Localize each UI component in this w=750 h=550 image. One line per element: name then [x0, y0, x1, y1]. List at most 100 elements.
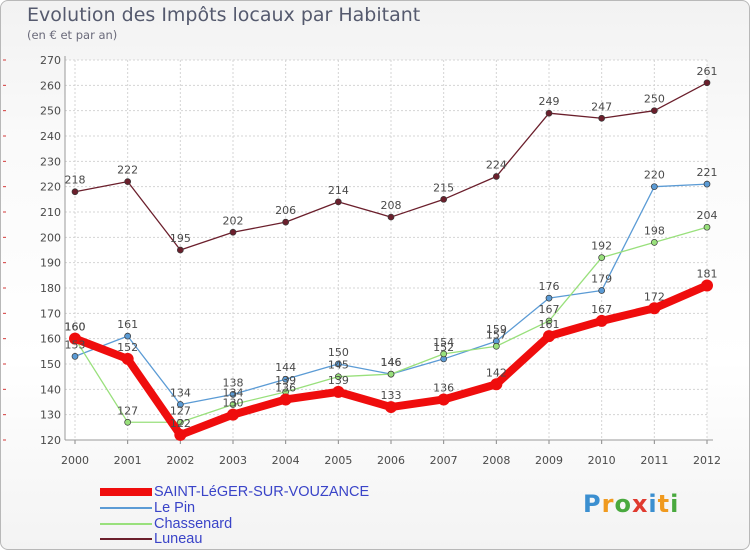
data-point	[332, 385, 345, 398]
data-label: 146	[381, 356, 402, 369]
data-point	[650, 183, 658, 191]
x-tick-label: 2002	[166, 454, 194, 467]
data-point	[703, 79, 711, 87]
data-point	[174, 428, 187, 441]
y-tick-label: 150	[40, 358, 61, 371]
data-label: 215	[433, 181, 454, 194]
data-point	[334, 373, 342, 381]
data-label: 261	[697, 65, 718, 78]
data-label: 130	[223, 397, 244, 410]
data-point	[490, 378, 503, 391]
data-label: 139	[328, 374, 349, 387]
y-tick-label: 270	[40, 54, 61, 67]
logo-letter: x	[631, 490, 649, 518]
x-tick-label: 2006	[377, 454, 405, 467]
data-point	[385, 401, 397, 414]
data-label: 167	[539, 303, 560, 316]
data-point	[279, 393, 292, 406]
data-label: 206	[275, 204, 296, 217]
data-label: 204	[697, 209, 718, 222]
legend-label-luneau: Luneau	[154, 531, 203, 547]
data-label: 127	[117, 404, 138, 417]
data-label: 161	[117, 318, 138, 331]
data-point	[71, 188, 79, 196]
data-point	[282, 218, 290, 226]
data-label: 222	[117, 164, 138, 177]
data-label: 176	[539, 280, 560, 293]
legend-swatch-luneau	[100, 538, 152, 540]
data-label: 221	[697, 166, 718, 179]
data-point	[229, 391, 237, 398]
data-point	[124, 178, 132, 185]
data-point	[334, 198, 342, 206]
proxiti-logo: Proxiti	[583, 490, 679, 518]
legend-swatch-chassenard	[100, 523, 152, 525]
chart-title: Evolution des Impôts locaux par Habitant	[27, 4, 421, 26]
data-label: 250	[644, 93, 665, 106]
x-tick-label: 2010	[588, 454, 616, 467]
data-point	[650, 107, 658, 115]
data-point	[229, 401, 237, 408]
data-label: 198	[644, 224, 665, 237]
data-point	[387, 370, 395, 378]
data-label: 136	[433, 381, 454, 394]
legend-label-chassenard: Chassenard	[154, 516, 233, 532]
legend-swatch-saint-leger	[100, 488, 152, 496]
x-tick-label: 2007	[430, 454, 458, 467]
data-point	[440, 195, 448, 203]
y-tick-label: 230	[40, 155, 61, 168]
data-label: 160	[65, 321, 86, 334]
data-label: 154	[433, 336, 454, 349]
y-tick-label: 180	[40, 282, 61, 295]
data-label: 224	[486, 159, 507, 172]
data-label: 160	[65, 321, 86, 334]
y-tick-label: 220	[40, 181, 61, 194]
data-label: 159	[486, 323, 507, 336]
data-point	[545, 294, 553, 302]
data-point	[492, 342, 500, 350]
data-point	[282, 375, 290, 383]
data-label: 152	[433, 341, 454, 354]
y-tick-label: 260	[40, 79, 61, 92]
data-label: 192	[591, 240, 612, 253]
data-point	[124, 418, 132, 426]
data-label: 133	[381, 389, 402, 402]
x-tick-label: 2012	[693, 454, 721, 467]
data-point	[595, 314, 608, 327]
data-point	[124, 332, 132, 340]
legend-label-saint-leger: SAINT-LéGER-SUR-VOUZANCE	[154, 484, 370, 500]
legend-item-chassenard: Chassenard	[100, 516, 232, 532]
x-tick-label: 2005	[324, 454, 352, 467]
data-point	[69, 332, 81, 345]
data-point	[598, 254, 606, 261]
legend-label-le-pin: Le Pin	[154, 500, 196, 516]
y-tick-label: 250	[40, 105, 61, 118]
data-label: 136	[275, 381, 296, 394]
logo-letter: o	[614, 490, 632, 518]
data-point	[701, 279, 713, 292]
data-point	[176, 401, 184, 408]
data-label: 220	[644, 169, 665, 182]
data-point	[545, 109, 553, 117]
legend-item-saint-leger: SAINT-LéGER-SUR-VOUZANCE	[100, 484, 369, 500]
data-point	[650, 239, 658, 246]
data-label: 157	[486, 328, 507, 341]
x-tick-label: 2003	[219, 454, 247, 467]
legend-swatch-le-pin	[100, 507, 152, 509]
data-point	[176, 418, 184, 426]
data-point	[492, 173, 500, 180]
data-label: 195	[170, 232, 191, 245]
data-point	[598, 114, 606, 122]
data-label: 127	[170, 404, 191, 417]
data-label: 139	[275, 374, 296, 387]
y-tick-label: 210	[40, 206, 61, 219]
y-tick-label: 160	[40, 333, 61, 346]
x-tick-label: 2000	[61, 454, 89, 467]
data-label: 153	[65, 338, 86, 351]
y-tick-label: 140	[40, 383, 61, 396]
data-label: 142	[486, 366, 507, 379]
data-label: 247	[591, 100, 612, 113]
plot-area	[65, 60, 707, 440]
data-point	[703, 180, 711, 188]
